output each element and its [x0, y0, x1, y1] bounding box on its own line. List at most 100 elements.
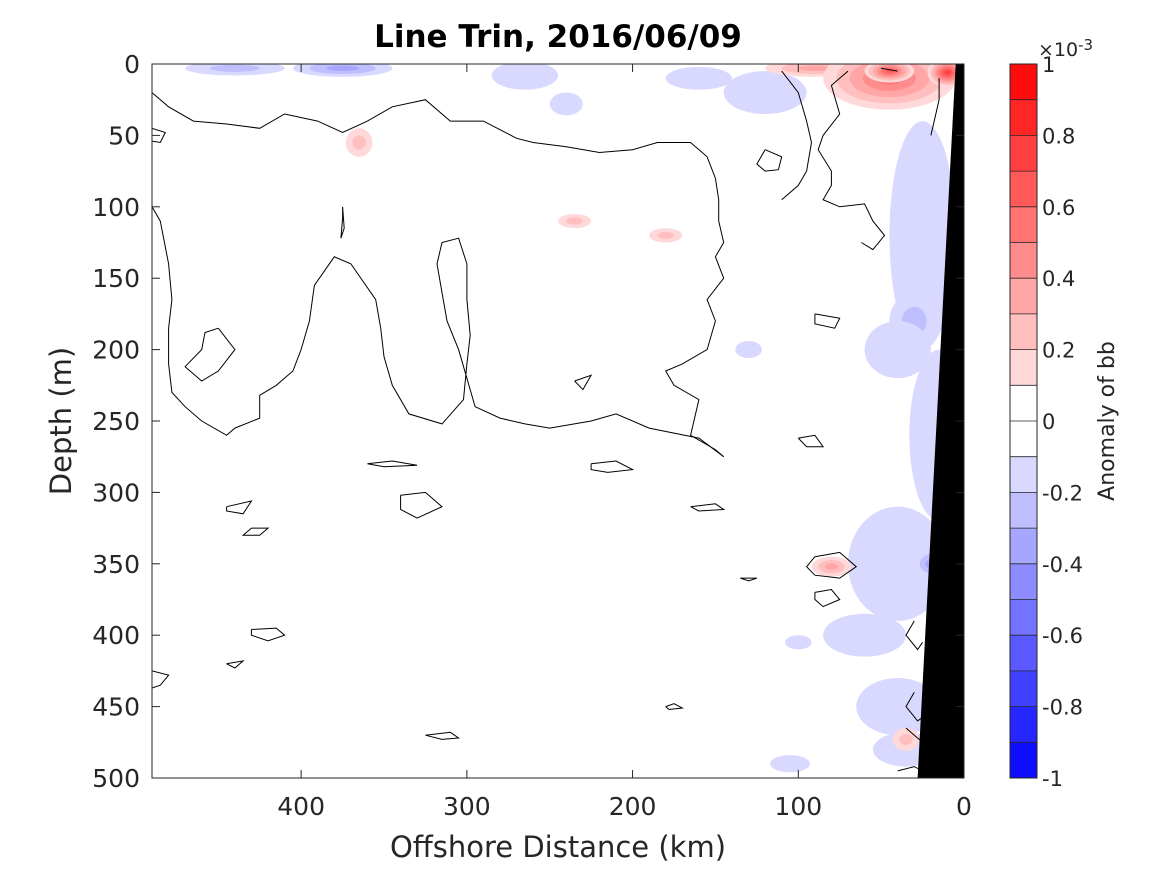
negative-anomaly [864, 321, 931, 379]
colorbar-tick-label: -0.4 [1042, 553, 1083, 577]
zero-contour [805, 551, 858, 579]
colorbar-band [1010, 563, 1037, 600]
bottom-topography-fill [917, 64, 964, 778]
colorbar-label: Anomaly of bb [1095, 341, 1120, 501]
colorbar-band [1010, 599, 1037, 636]
y-tick-label: 350 [92, 550, 140, 579]
colorbar-ticks: -1 -0.8 -0.6 -0.4 -0.2 0 0.2 0.4 0.6 0.8 1 [1042, 53, 1083, 791]
zero-contour [817, 70, 886, 251]
colorbar-tick-label: 0.8 [1042, 124, 1075, 148]
y-tick-label: 400 [92, 621, 140, 650]
colorbar-tick-label: 1 [1042, 53, 1055, 77]
positive-anomaly [657, 231, 674, 239]
colorbar-band [1010, 421, 1037, 457]
zero-contour [781, 70, 813, 201]
negative-anomaly [665, 66, 732, 90]
zero-contour [797, 434, 825, 448]
zero-contour [930, 78, 940, 136]
negative-anomaly [735, 341, 762, 359]
y-tick-label: 50 [108, 121, 140, 150]
zero-contour [574, 374, 593, 391]
y-tick-label: 300 [92, 478, 140, 507]
colorbar-band [1010, 670, 1037, 707]
colorbar-multiplier-base: ×10 [1038, 39, 1078, 61]
zero-contour [226, 500, 253, 515]
positive-anomaly [899, 733, 913, 746]
positive-anomaly [352, 135, 366, 150]
colorbar-band [1010, 171, 1037, 207]
zero-contour [241, 527, 270, 536]
positive-anomaly [566, 217, 583, 225]
zero-contour [152, 670, 170, 689]
colorbar-tick-label: 0.2 [1042, 339, 1075, 363]
zero-contour [665, 703, 684, 711]
colorbar-tick-label: 0 [1042, 410, 1055, 434]
colorbar-band [1010, 385, 1037, 421]
zero-contour [400, 491, 443, 519]
x-axis-label: Offshore Distance (km) [390, 830, 726, 864]
zero-contour [881, 67, 898, 72]
negative-anomaly [785, 635, 812, 650]
zero-contour [152, 92, 725, 458]
colorbar-multiplier: ×10-3 [1038, 36, 1093, 61]
negative-anomaly [723, 71, 807, 114]
colorbar-band [1010, 706, 1037, 743]
x-tick-label: 400 [277, 792, 325, 821]
zero-contour [152, 206, 725, 458]
colorbar-band [1010, 99, 1037, 136]
y-axis-ticks: 0 50 100 150 200 250 300 350 400 450 500 [92, 50, 964, 793]
positive-anomaly [824, 563, 839, 570]
x-tick-label: 0 [956, 792, 972, 821]
zero-contour [905, 620, 924, 651]
zero-contour [814, 313, 841, 329]
negative-anomaly [770, 755, 810, 773]
colorbar-tick-label: -0.8 [1042, 696, 1083, 720]
y-tick-label: 500 [92, 764, 140, 793]
colorbar-band [1010, 349, 1037, 386]
colorbar-band [1010, 135, 1037, 172]
x-tick-label: 300 [443, 792, 491, 821]
colorbar-band [1010, 528, 1037, 564]
plot-area [152, 64, 964, 778]
colorbar-band [1010, 456, 1037, 493]
negative-anomaly [889, 121, 956, 350]
x-axis-ticks: 400 300 200 100 0 [277, 64, 972, 821]
y-tick-label: 450 [92, 693, 140, 722]
x-tick-label: 100 [774, 792, 822, 821]
bottom-topography [917, 64, 964, 778]
y-axis-label: Depth (m) [44, 347, 78, 495]
zero-contour [152, 127, 167, 144]
zero-contour [740, 577, 758, 582]
negative-anomaly [823, 613, 906, 657]
y-tick-label: 200 [92, 336, 140, 365]
colorbar-frame [1009, 63, 1038, 779]
colorbar-tick-label: -0.2 [1042, 481, 1083, 505]
y-tick-label: 0 [124, 50, 140, 79]
negative-anomaly [326, 65, 360, 72]
zero-contour [340, 206, 345, 239]
colorbar-tick-label: 0.6 [1042, 196, 1075, 220]
zero-contour [184, 327, 236, 382]
colorbar [1010, 64, 1037, 778]
y-tick-label: 250 [92, 407, 140, 436]
colorbar-band [1010, 278, 1037, 314]
colorbar-multiplier-exponent: -3 [1078, 36, 1093, 54]
y-tick-label: 150 [92, 264, 140, 293]
colorbar-tick-label: 0.4 [1042, 267, 1075, 291]
colorbar-band [1010, 635, 1037, 671]
colorbar-tick-label: -1 [1042, 767, 1063, 791]
negative-anomaly [210, 64, 260, 72]
zero-contour [226, 660, 245, 669]
x-tick-label: 200 [609, 792, 657, 821]
zero-contour [590, 460, 635, 473]
colorbar-band [1010, 64, 1037, 100]
chart-title: Line Trin, 2016/06/09 [374, 19, 742, 55]
positive-anomaly [944, 70, 951, 75]
colorbar-band [1010, 492, 1037, 529]
negative-anomaly [848, 506, 948, 621]
zero-contour [690, 503, 726, 512]
positive-anomaly [798, 65, 832, 72]
negative-anomaly [491, 64, 558, 90]
zero-contour [425, 731, 461, 740]
